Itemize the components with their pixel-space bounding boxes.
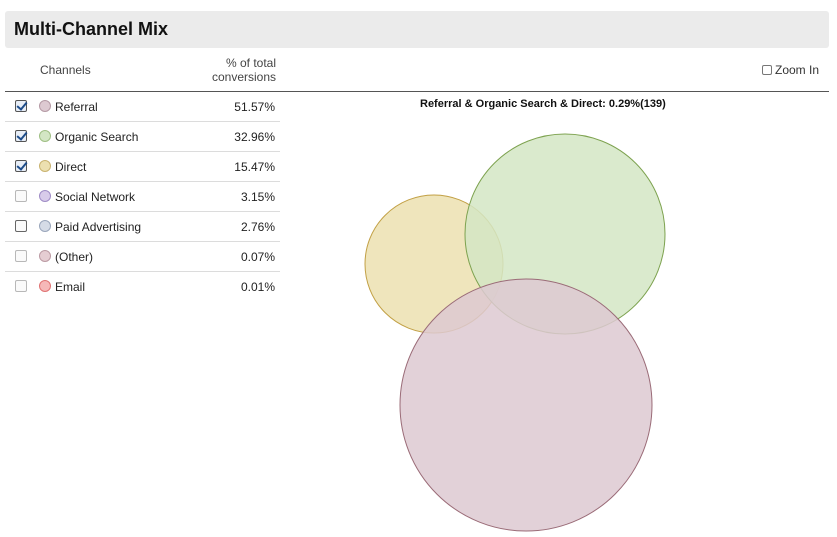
report-title-bar: Multi-Channel Mix xyxy=(5,11,829,48)
channel-checkbox[interactable] xyxy=(15,220,27,232)
channel-row-organic-search[interactable]: Organic Search 32.96% xyxy=(5,122,280,152)
venn-intersection-label: Referral & Organic Search & Direct: 0.29… xyxy=(420,98,666,110)
channel-percent: 0.01% xyxy=(240,280,275,294)
channel-name: Paid Advertising xyxy=(55,220,142,234)
channel-percent: 0.07% xyxy=(240,250,275,264)
paid-advertising-swatch-icon xyxy=(39,220,51,232)
zoom-in-checkbox[interactable] xyxy=(762,65,772,75)
channel-list: Referral 51.57% Organic Search 32.96% Di… xyxy=(5,92,280,301)
channel-row-email[interactable]: Email 0.01% xyxy=(5,272,280,301)
channels-column-header: Channels xyxy=(40,63,91,77)
channel-name: Direct xyxy=(55,160,87,174)
channel-checkbox[interactable] xyxy=(15,100,27,112)
channel-checkbox[interactable] xyxy=(15,130,27,142)
zoom-in-label: Zoom In xyxy=(775,63,820,77)
channel-row-social-network[interactable]: Social Network 3.15% xyxy=(5,182,280,212)
channel-row-other[interactable]: (Other) 0.07% xyxy=(5,242,280,272)
percent-header-line1: % of total xyxy=(225,56,276,70)
channel-name: Social Network xyxy=(55,190,136,204)
channel-percent: 15.47% xyxy=(234,160,275,174)
venn-circle-referral[interactable] xyxy=(399,278,653,532)
channel-row-paid-advertising[interactable]: Paid Advertising 2.76% xyxy=(5,212,280,242)
channel-name: Referral xyxy=(55,100,98,114)
channel-row-direct[interactable]: Direct 15.47% xyxy=(5,152,280,182)
header-divider xyxy=(5,91,829,92)
channel-checkbox[interactable] xyxy=(15,190,27,202)
zoom-in-toggle[interactable]: Zoom In xyxy=(762,63,819,77)
report-title: Multi-Channel Mix xyxy=(14,19,168,39)
channel-percent: 2.76% xyxy=(240,220,275,234)
channel-name: (Other) xyxy=(55,250,94,264)
channel-name: Organic Search xyxy=(55,130,139,144)
percent-header-line2: conversions xyxy=(211,70,276,84)
channel-checkbox[interactable] xyxy=(15,160,27,172)
channel-percent: 32.96% xyxy=(234,130,275,144)
channel-percent: 51.57% xyxy=(234,100,275,114)
other-swatch-icon xyxy=(39,250,51,262)
social-network-swatch-icon xyxy=(39,190,51,202)
direct-swatch-icon xyxy=(39,160,51,172)
channel-row-referral[interactable]: Referral 51.57% xyxy=(5,92,280,122)
percent-column-header: % of total conversions xyxy=(190,56,276,84)
channel-percent: 3.15% xyxy=(240,190,275,204)
organic-search-swatch-icon xyxy=(39,130,51,142)
referral-swatch-icon xyxy=(39,100,51,112)
channel-checkbox[interactable] xyxy=(15,250,27,262)
channel-name: Email xyxy=(55,280,86,294)
email-swatch-icon xyxy=(39,280,51,292)
channel-checkbox[interactable] xyxy=(15,280,27,292)
